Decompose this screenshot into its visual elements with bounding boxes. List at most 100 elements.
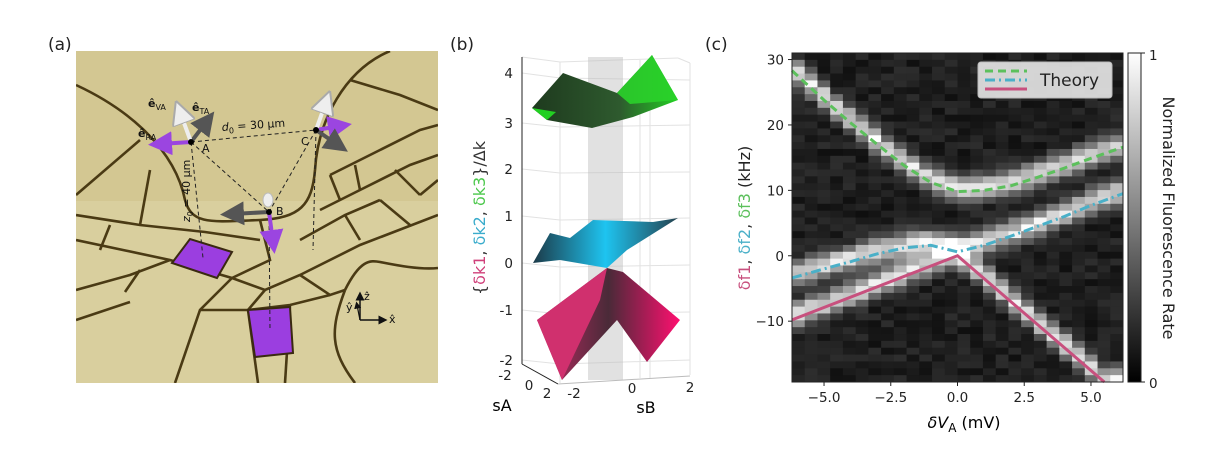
- heatmap-cell: [1033, 272, 1048, 280]
- heatmap-cell: [957, 148, 971, 157]
- heatmap-cell: [881, 162, 895, 171]
- heatmap-cell: [855, 107, 869, 116]
- heatmap-cell: [970, 231, 984, 239]
- heatmap-cell: [906, 100, 920, 109]
- heatmap-cell: [1008, 347, 1022, 356]
- heatmap-cell: [1110, 292, 1124, 301]
- heatmap-cell: [932, 148, 946, 157]
- heatmap-cell: [1046, 190, 1060, 198]
- heatmap-cell: [804, 224, 818, 232]
- heatmap-cell: [893, 135, 908, 143]
- sb-axis-label: sB: [636, 398, 655, 417]
- heatmap-cell: [1110, 354, 1124, 362]
- heatmap-cell: [792, 251, 806, 260]
- heatmap-cell: [919, 361, 933, 369]
- heatmap-cell: [842, 155, 857, 164]
- heatmap-cell: [957, 183, 971, 191]
- heatmap-cell: [868, 327, 882, 335]
- heatmap-cell: [982, 128, 997, 136]
- vector-label-va: êVA: [148, 97, 166, 112]
- heatmap-cell: [1110, 375, 1124, 383]
- heatmap-cell: [995, 231, 1009, 239]
- heatmap-cell: [1110, 340, 1124, 349]
- heatmap-cell: [1084, 100, 1099, 109]
- heatmap-cell: [1059, 142, 1073, 150]
- heatmap-cell: [906, 375, 920, 383]
- heatmap-cell: [1046, 196, 1060, 205]
- vector-label-ta: êTA: [192, 101, 210, 116]
- heatmap-cell: [1059, 100, 1073, 109]
- heatmap-cell: [982, 368, 997, 376]
- heatmap-cell: [842, 251, 857, 260]
- heatmap-cell: [982, 361, 997, 369]
- heatmap-cell: [970, 354, 984, 362]
- heatmap-cell: [1084, 183, 1099, 191]
- heatmap-cell: [893, 347, 908, 356]
- label-part: ,: [735, 219, 754, 229]
- heatmap-cell: [932, 238, 946, 246]
- heatmap-cell: [932, 354, 946, 362]
- heatmap-cell: [1084, 121, 1099, 129]
- heatmap-cell: [944, 244, 958, 253]
- heatmap-cell: [1021, 265, 1035, 273]
- heatmap-cell: [932, 114, 946, 123]
- heatmap-cell: [982, 100, 997, 109]
- heatmap-cell: [970, 114, 984, 123]
- heatmap-cell: [842, 306, 857, 314]
- heatmap-cell: [842, 121, 857, 129]
- heatmap-cell: [881, 203, 895, 212]
- heatmap-cell: [1033, 286, 1048, 294]
- heatmap-cell: [804, 340, 818, 349]
- heatmap-cell: [982, 162, 997, 171]
- heatmap-cell: [868, 238, 882, 246]
- heatmap-cell: [1008, 258, 1022, 266]
- heatmap-cell: [817, 155, 831, 164]
- heatmap-cell: [830, 80, 844, 88]
- colorbar-gradient: [1127, 52, 1142, 383]
- heatmap-cell: [932, 299, 946, 308]
- heatmap-cell: [817, 176, 831, 184]
- heatmap-cell: [1072, 210, 1086, 218]
- label-part: δf1: [735, 265, 754, 291]
- heatmap-cell: [932, 183, 946, 191]
- heatmap-cell: [919, 272, 933, 280]
- heatmap-cell: [893, 299, 908, 308]
- heatmap-cell: [957, 327, 971, 335]
- heatmap-cell: [804, 59, 818, 68]
- heatmap-cell: [817, 313, 831, 321]
- heatmap-cell: [1097, 313, 1111, 321]
- heatmap-cell: [957, 107, 971, 116]
- heatmap-cell: [1008, 121, 1022, 129]
- heatmap-cell: [817, 196, 831, 205]
- heatmap-cell: [804, 80, 818, 88]
- heatmap-cell: [817, 238, 831, 246]
- heatmap-cell: [830, 190, 844, 198]
- heatmap-cell: [855, 135, 869, 143]
- heatmap-cell: [881, 169, 895, 177]
- heatmap-cell: [855, 361, 869, 369]
- heatmap-cell: [932, 306, 946, 314]
- heatmap-cell: [868, 135, 882, 143]
- heatmap-cell: [1084, 265, 1099, 273]
- heatmap-cell: [804, 135, 818, 143]
- heatmap-cell: [944, 94, 958, 102]
- heatmap-cell: [1046, 375, 1060, 383]
- heatmap-cell: [1033, 183, 1048, 191]
- heatmap-cell: [1059, 265, 1073, 273]
- heatmap-cell: [1021, 361, 1035, 369]
- heatmap-cell: [804, 313, 818, 321]
- heatmap-cell: [1033, 244, 1048, 253]
- heatmap-cell: [893, 142, 908, 150]
- heatmap-cell: [1110, 217, 1124, 225]
- heatmap-cell: [957, 203, 971, 212]
- heatmap-cell: [868, 196, 882, 205]
- heatmap-cell: [855, 94, 869, 102]
- heatmap-cell: [932, 121, 946, 129]
- heatmap-cell: [830, 100, 844, 109]
- heatmap-cell: [970, 135, 984, 143]
- heatmap-cell: [1084, 272, 1099, 280]
- heatmap-cell: [1033, 190, 1048, 198]
- heatmap-cell: [792, 148, 806, 157]
- heatmap-cell: [970, 121, 984, 129]
- heatmap-cell: [1097, 361, 1111, 369]
